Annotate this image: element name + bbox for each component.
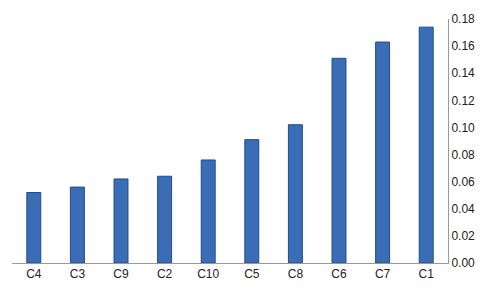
svg-text:0.10: 0.10 xyxy=(451,121,475,135)
svg-text:C2: C2 xyxy=(157,267,173,281)
svg-text:C8: C8 xyxy=(288,267,304,281)
svg-text:0.14: 0.14 xyxy=(451,66,475,80)
svg-text:0.18: 0.18 xyxy=(451,12,475,26)
svg-text:0.16: 0.16 xyxy=(451,39,475,53)
svg-text:C3: C3 xyxy=(70,267,86,281)
svg-text:C9: C9 xyxy=(113,267,129,281)
svg-text:C5: C5 xyxy=(244,267,260,281)
svg-text:0.04: 0.04 xyxy=(451,202,475,216)
svg-text:C6: C6 xyxy=(331,267,347,281)
svg-text:0.08: 0.08 xyxy=(451,148,475,162)
svg-text:0.12: 0.12 xyxy=(451,94,475,108)
svg-text:C10: C10 xyxy=(197,267,219,281)
svg-text:0.00: 0.00 xyxy=(451,256,475,270)
svg-text:C7: C7 xyxy=(375,267,391,281)
svg-text:C4: C4 xyxy=(26,267,42,281)
svg-text:0.02: 0.02 xyxy=(451,229,475,243)
svg-text:C1: C1 xyxy=(419,267,435,281)
svg-text:0.06: 0.06 xyxy=(451,175,475,189)
